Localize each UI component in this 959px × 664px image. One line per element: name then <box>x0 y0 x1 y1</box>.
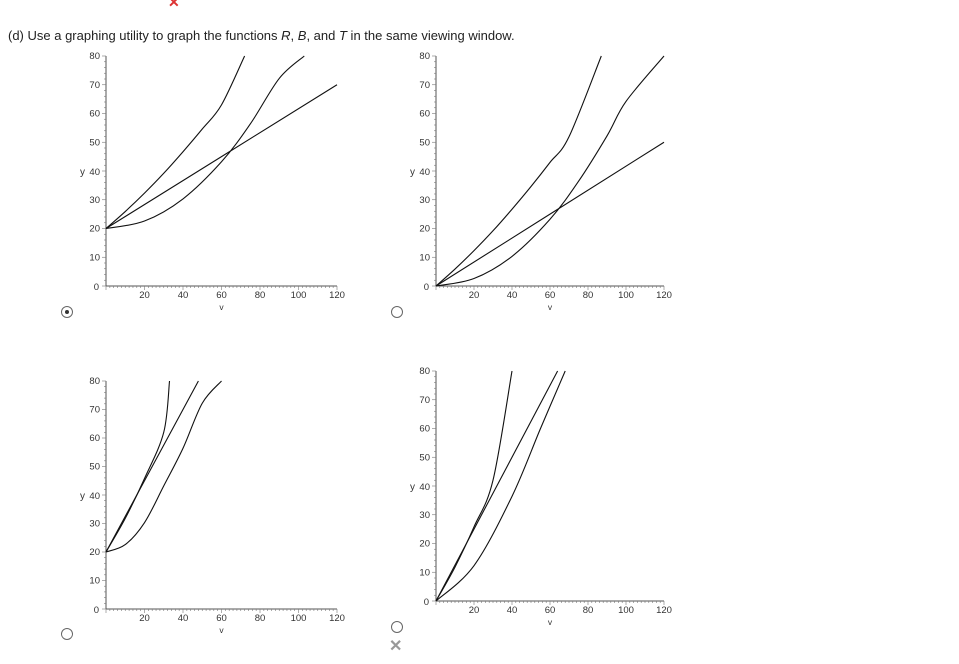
y-tick-label: 60 <box>419 109 430 120</box>
origin-label: 0 <box>94 282 99 293</box>
x-tick-label: 100 <box>291 290 307 301</box>
radio-option-a[interactable] <box>61 306 73 318</box>
series-line-2 <box>105 55 305 230</box>
question-text: (d) Use a graphing utility to graph the … <box>8 28 515 43</box>
x-tick-label: 80 <box>583 605 594 616</box>
y-tick-label: 50 <box>89 462 100 473</box>
series-line-3 <box>105 380 222 553</box>
y-tick-label: 80 <box>89 51 100 62</box>
x-tick-label: 80 <box>583 290 594 301</box>
function-r: R <box>281 28 291 43</box>
y-axis-label: y <box>80 491 85 502</box>
radio-option-c[interactable] <box>61 628 73 640</box>
x-tick-label: 40 <box>507 605 518 616</box>
x-tick-label: 120 <box>656 605 672 616</box>
x-tick-label: 20 <box>469 290 480 301</box>
incorrect-x-icon: ✕ <box>389 638 403 655</box>
y-tick-label: 70 <box>89 405 100 416</box>
y-tick-label: 50 <box>89 137 100 148</box>
y-tick-label: 60 <box>89 433 100 444</box>
series-line-1 <box>435 370 513 602</box>
y-tick-label: 10 <box>89 252 100 263</box>
question-suffix: in the same viewing window. <box>346 28 515 43</box>
x-tick-label: 20 <box>139 290 150 301</box>
x-tick-label: 100 <box>618 605 634 616</box>
y-tick-label: 70 <box>419 395 430 406</box>
series-line-3 <box>435 370 566 602</box>
y-tick-label: 10 <box>419 567 430 578</box>
x-tick-label: 100 <box>291 613 307 624</box>
x-axis-label: v <box>548 302 553 312</box>
x-tick-label: 20 <box>139 613 150 624</box>
series-line-1 <box>435 55 602 287</box>
y-tick-label: 20 <box>419 224 430 235</box>
x-tick-label: 40 <box>178 290 189 301</box>
y-tick-label: 30 <box>419 510 430 521</box>
y-tick-label: 20 <box>89 547 100 558</box>
top-x-mark: ✕ <box>168 0 180 10</box>
y-tick-label: 30 <box>89 195 100 206</box>
y-tick-label: 30 <box>419 195 430 206</box>
origin-label: 0 <box>424 282 429 293</box>
y-tick-label: 20 <box>89 224 100 235</box>
x-axis-label: v <box>219 302 224 312</box>
x-tick-label: 40 <box>507 290 518 301</box>
y-tick-label: 60 <box>419 424 430 435</box>
question-sep1: , <box>290 28 298 43</box>
x-tick-label: 60 <box>216 290 227 301</box>
question-prefix: (d) Use a graphing utility to graph the … <box>8 28 282 43</box>
x-tick-label: 60 <box>545 290 556 301</box>
y-tick-label: 20 <box>419 539 430 550</box>
y-tick-label: 50 <box>419 452 430 463</box>
y-tick-label: 10 <box>89 576 100 587</box>
x-tick-label: 60 <box>545 605 556 616</box>
x-tick-label: 100 <box>618 290 634 301</box>
y-tick-label: 70 <box>89 80 100 91</box>
y-tick-label: 40 <box>419 482 430 493</box>
x-tick-label: 20 <box>469 605 480 616</box>
y-tick-label: 80 <box>419 51 430 62</box>
x-tick-label: 80 <box>255 290 266 301</box>
x-tick-label: 120 <box>329 290 345 301</box>
y-tick-label: 40 <box>419 167 430 178</box>
x-tick-label: 40 <box>178 613 189 624</box>
function-b: B <box>297 28 307 43</box>
function-t: T <box>338 28 347 43</box>
y-tick-label: 40 <box>89 167 100 178</box>
x-tick-label: 120 <box>329 613 345 624</box>
series-line-3 <box>435 141 665 287</box>
y-tick-label: 70 <box>419 80 430 91</box>
y-tick-label: 80 <box>419 366 430 377</box>
series-line-3 <box>105 84 338 229</box>
x-tick-label: 80 <box>255 613 266 624</box>
y-tick-label: 30 <box>89 519 100 530</box>
y-tick-label: 60 <box>89 109 100 120</box>
origin-label: 0 <box>94 605 99 616</box>
radio-option-d[interactable] <box>391 621 403 633</box>
series-line-2 <box>105 380 199 553</box>
radio-option-b[interactable] <box>391 306 403 318</box>
series-line-1 <box>105 380 171 553</box>
y-axis-label: y <box>80 167 85 178</box>
series-line-1 <box>105 55 246 229</box>
y-tick-label: 80 <box>89 376 100 387</box>
y-tick-label: 50 <box>419 137 430 148</box>
origin-label: 0 <box>424 597 429 608</box>
x-axis-label: v <box>219 625 224 635</box>
y-tick-label: 10 <box>419 252 430 263</box>
x-tick-label: 120 <box>656 290 672 301</box>
y-tick-label: 40 <box>89 491 100 502</box>
x-axis-label: v <box>548 617 553 627</box>
y-axis-label: y <box>410 167 415 178</box>
y-axis-label: y <box>410 482 415 493</box>
series-line-2 <box>435 55 665 287</box>
x-tick-label: 60 <box>216 613 227 624</box>
series-line-2 <box>435 370 559 602</box>
question-sep2: , and <box>306 28 339 43</box>
